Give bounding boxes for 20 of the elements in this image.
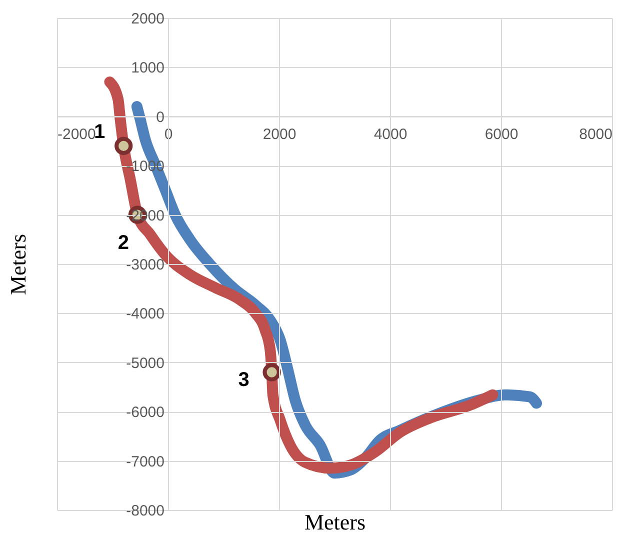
x-tick-label: 4000 bbox=[374, 126, 408, 143]
y-tick-label: -5000 bbox=[126, 354, 164, 372]
y-tick-label: 1000 bbox=[131, 60, 164, 77]
y-tick-label: -7000 bbox=[126, 453, 164, 470]
y-tick-label: -4000 bbox=[126, 306, 164, 323]
x-tick-label: -2000 bbox=[58, 126, 96, 143]
y-tick-label: -8000 bbox=[126, 502, 164, 520]
y-tick-label: -1000 bbox=[126, 158, 164, 176]
x-tick-label: 8000 bbox=[579, 126, 612, 143]
y-tick-label: -3000 bbox=[126, 256, 164, 274]
x-tick-label: 2000 bbox=[262, 126, 296, 143]
annotation: 1 bbox=[94, 120, 106, 143]
annotation: 3 bbox=[238, 369, 250, 392]
x-axis-title: Meters bbox=[304, 510, 366, 534]
y-axis-title: Meters bbox=[6, 234, 30, 296]
y-tick-label: 2000 bbox=[131, 10, 164, 28]
x-tick-label: 6000 bbox=[484, 126, 518, 143]
annotation: 2 bbox=[118, 232, 130, 254]
y-tick-label: -6000 bbox=[126, 404, 164, 422]
y-tick-label: 0 bbox=[156, 108, 164, 126]
